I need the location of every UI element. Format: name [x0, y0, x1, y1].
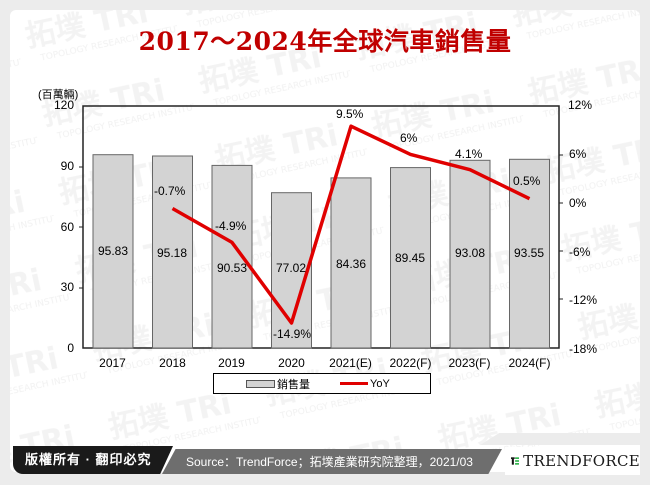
x-tick: 2023(F) [448, 356, 491, 370]
right-tick: 6% [569, 147, 587, 161]
x-tick: 2019 [218, 356, 245, 370]
bar-series [92, 154, 550, 349]
bar-swatch-icon [246, 379, 275, 388]
yoy-value-label: 9.5% [336, 107, 364, 121]
trendforce-logo: TRENDFORCE [505, 447, 640, 475]
yoy-value-label: -4.9% [215, 219, 247, 233]
bar-value-label: 95.83 [97, 244, 129, 258]
left-tick: 120 [53, 98, 74, 112]
bar-value-label: 90.53 [216, 261, 248, 275]
x-tick: 2017 [99, 356, 126, 370]
copyright-notice: 版權所有 · 翻印必究 [13, 446, 173, 474]
right-tick: -18% [569, 342, 598, 356]
bar-2022 [390, 167, 431, 349]
bar-value-label: 84.36 [335, 257, 367, 271]
left-tick: 0 [67, 341, 74, 355]
bar-2023 [449, 159, 491, 349]
bar-2018 [152, 155, 193, 349]
right-tick: 12% [568, 98, 593, 112]
right-tick: -6% [569, 245, 591, 259]
y-axis-unit: (百萬輛) [38, 89, 79, 101]
x-tick: 2020 [278, 356, 305, 370]
logo-wordmark: TRENDFORCE [523, 452, 640, 470]
yoy-value-label: 4.1% [455, 147, 483, 161]
yoy-value-label: 6% [400, 131, 418, 145]
chart-legend: 銷售量 YoY [213, 373, 431, 394]
right-tick: -12% [569, 293, 598, 307]
x-tick: 2024(F) [508, 356, 551, 370]
yoy-line [171, 124, 531, 325]
bar-2019 [211, 164, 253, 349]
bar-value-label: 93.08 [454, 246, 486, 260]
source-note: Source：TrendForce；拓墣產業研究院整理，2021/03 [162, 449, 502, 474]
legend-item-yoy: YoY [310, 378, 390, 390]
right-tick: 0% [569, 196, 587, 210]
legend-label-yoy: YoY [370, 377, 390, 390]
left-tick: 30 [60, 280, 74, 294]
footer-accent [480, 433, 640, 445]
bar-2021 [330, 177, 372, 349]
x-tick: 2022(F) [389, 356, 432, 370]
bar-value-label: 95.18 [156, 246, 188, 260]
yoy-value-label: 0.5% [513, 174, 541, 188]
trendforce-mark-icon [511, 457, 520, 465]
legend-item-sales: 銷售量 [214, 376, 310, 392]
line-swatch-icon [340, 382, 368, 385]
bar-value-label: 93.55 [513, 246, 545, 260]
bar-value-label: 77.02 [275, 261, 307, 275]
bar-value-label: 89.45 [394, 251, 426, 265]
legend-label-sales: 銷售量 [277, 378, 310, 391]
chart-title: 2017～2024年全球汽車銷售量 [138, 27, 512, 56]
yoy-value-label: -0.7% [154, 184, 186, 198]
left-tick: 60 [60, 220, 74, 234]
left-tick: 90 [60, 159, 74, 173]
x-tick: 2018 [159, 356, 186, 370]
x-tick: 2021(E) [329, 356, 372, 370]
yoy-value-label: -14.9% [273, 327, 312, 341]
bar-2017 [92, 154, 134, 349]
